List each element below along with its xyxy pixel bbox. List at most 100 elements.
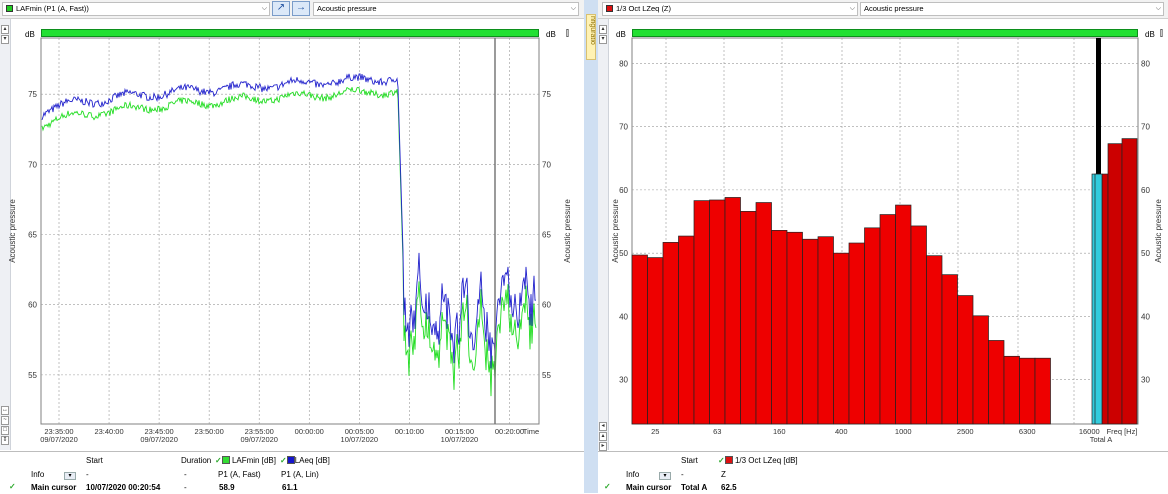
info-dropdown[interactable]: ▾ [659,469,671,480]
band-bar [1019,357,1036,425]
y-tick-label-left: 75 [28,90,37,99]
zoom-fit-icon[interactable]: ↗ [272,1,290,16]
y-tick-label-right: 60 [1141,186,1150,195]
total-bar [1107,143,1123,425]
info-laeq: P1 (A, Lin) [281,470,319,479]
octave-spectrum-chart[interactable]: 30 30 40 40 50 50 60 60 70 70 80 80 Acoustic pressur… [598,0,1168,451]
arrow-right-icon[interactable]: ▸ [599,442,607,451]
window-icon[interactable]: □ [1,426,9,435]
start-header: Start [681,456,698,465]
y-axis-label-left: Acoustic pressure [8,199,17,263]
laeq-swatch [286,456,295,464]
y-tick-label-right: 65 [542,231,551,240]
band-bar [693,200,710,425]
band-bar [817,236,834,425]
check-icon: ✓ [280,456,287,465]
x-tick-label: 23:50:00 [195,427,224,436]
scale-down-icon[interactable]: ▾ [599,35,607,44]
quantity-select[interactable]: Acoustic pressure ⌵ [860,2,1164,16]
scale-up-icon[interactable]: ▴ [599,25,607,34]
chevron-down-icon: ▾ [64,472,76,480]
expand-icon[interactable]: ↔ [1,406,9,415]
info-label: Info [31,470,45,479]
oct-swatch [724,456,733,464]
x-tick-date: 09/07/2020 [240,435,278,444]
band-bar [848,242,865,425]
y-tick-label-right: 30 [1141,376,1150,385]
scale-up-icon[interactable]: ▴ [1,25,9,34]
x-axis-label: Time [523,427,539,436]
band-bar [941,274,958,425]
check-icon: ✓ [215,456,222,465]
info-dropdown[interactable]: ▾ [64,469,76,480]
arrow-up-icon[interactable]: ▴ [599,432,607,441]
right-cursor-table: Start ✓ 1/3 Oct LZeq [dB] Info ▾ - Z ✓ M… [598,451,1168,494]
right-axis-toolbar: ▴ ▾ ◂ ▴ ▸ [598,19,609,451]
info-start: - [86,470,89,479]
panel-splitter[interactable]: nfiguratio [584,0,598,493]
band-bar [988,340,1005,425]
measurement-select[interactable]: LAFmin (P1 (A, Fast)) ⌵ [2,2,270,16]
pin-icon[interactable]: ⫿ [1160,28,1163,38]
y-tick-label-right: 75 [542,90,551,99]
quantity-select[interactable]: Acoustic pressure ⌵ [313,2,579,16]
band-bar [678,235,695,425]
band-bar [972,315,989,425]
x-tick-label: 00:10:00 [395,427,424,436]
cursor-band: Total A [681,483,708,492]
chevron-down-icon: ⌵ [261,5,267,12]
overview-bar[interactable] [632,29,1138,37]
band-bar [631,254,648,425]
y-tick-label-right: 70 [1141,123,1150,132]
series-color-swatch [6,5,13,12]
overview-bar[interactable] [41,29,539,37]
band-bar [724,197,741,425]
y-tick-label-right: 80 [1141,59,1150,68]
x-tick-label: 23:40:00 [94,427,123,436]
band-bar [895,204,912,425]
x-tick-label: 63 [713,427,721,436]
arrow-left-icon[interactable]: ◂ [599,422,607,431]
total-a-label: Total A [1090,435,1113,444]
pin-icon[interactable]: ⫿ [566,28,569,38]
zoom-icon[interactable]: ~ [1,416,9,425]
scale-down-icon[interactable]: ▾ [1,35,9,44]
band-bar [709,199,726,425]
band-bar [771,230,788,425]
x-tick-label: 400 [835,427,848,436]
lafmin-legend[interactable]: ✓ LAFmin [dB] [215,456,276,465]
unit-left: dB [616,30,626,39]
band-bar [662,242,679,425]
cursor-move-icon[interactable]: → [292,1,310,16]
y-tick-label-left: 30 [619,376,628,385]
x-tick-label: 25 [651,427,659,436]
lafmin-swatch [221,456,230,464]
laeq-legend[interactable]: ✓ LAeq [dB] [280,456,330,465]
measurement-select[interactable]: 1/3 Oct LZeq (Z) ⌵ [602,2,858,16]
x-tick-date: 09/07/2020 [140,435,178,444]
band-bar [647,257,664,425]
unit-right: dB [546,30,556,39]
cursor-duration: - [184,483,187,492]
split-icon[interactable]: ⇕ [1,436,9,445]
x-tick-label: 1000 [895,427,912,436]
y-tick-label-left: 80 [619,59,628,68]
band-bar [1003,355,1020,425]
y-axis-label-right: Acoustic pressure [1154,199,1163,263]
band-bar [1034,357,1051,425]
y-axis-label-left: Acoustic pressure [611,199,620,263]
cursor-total-a-bar [1094,173,1103,425]
x-tick-label: 16000 [1079,427,1100,436]
configuration-tab[interactable]: nfiguratio [586,14,596,60]
oct-legend[interactable]: ✓ 1/3 Oct LZeq [dB] [718,456,798,465]
band-bar [879,214,896,425]
right-chart-panel: 1/3 Oct LZeq (Z) ⌵ Acoustic pressure ⌵ ▴… [598,0,1168,494]
y-tick-label-left: 70 [28,160,37,169]
x-tick-label: 23:55:00 [245,427,274,436]
y-tick-label-left: 70 [619,123,628,132]
check-icon: ✓ [604,482,611,491]
total-bar [1121,138,1138,425]
cursor-time: 10/07/2020 00:20:54 [86,483,161,492]
left-cursor-table: Start Duration ✓ LAFmin [dB] ✓ LAeq [dB] … [0,451,584,494]
